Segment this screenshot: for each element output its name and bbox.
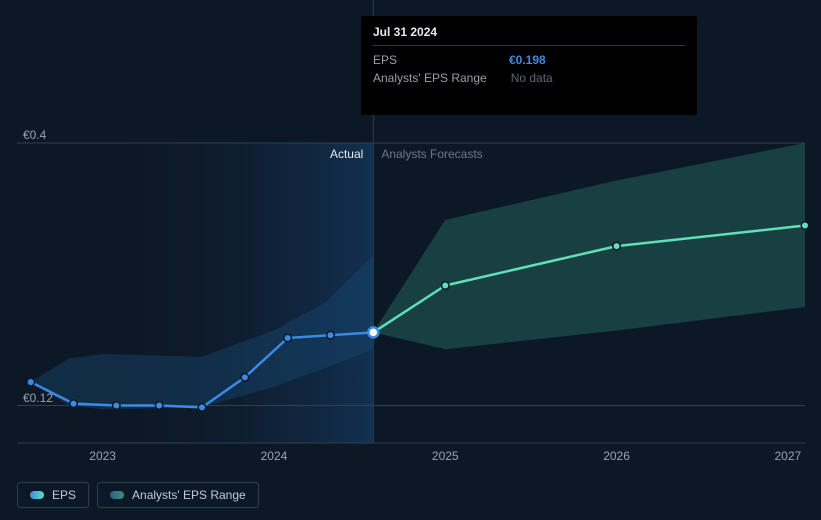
legend-swatch-icon [110,491,124,499]
legend-item[interactable]: EPS [17,482,89,508]
x-tick-label: 2025 [432,449,459,463]
x-tick-label: 2024 [261,449,288,463]
eps-chart: €0.4 €0.12 2023 2024 2025 2026 2027 Actual An… [0,0,821,520]
actual-label: Actual [303,147,363,161]
x-tick-label: 2027 [775,449,802,463]
tooltip-key-eps: EPS [373,52,485,69]
tooltip-date: Jul 31 2024 [373,24,685,41]
y-tick-label: €0.4 [23,128,46,142]
tooltip-key-range: Analysts' EPS Range [373,70,487,87]
tooltip-val-eps: €0.198 [509,52,546,69]
legend-label: EPS [52,488,76,502]
tooltip: Jul 31 2024 EPS €0.198 Analysts' EPS Ran… [361,16,697,115]
tooltip-divider [373,45,685,46]
legend-swatch-icon [30,491,44,499]
y-tick-label: €0.12 [23,391,53,405]
tooltip-val-range: No data [511,70,553,87]
forecast-label: Analysts Forecasts [381,147,482,161]
legend-label: Analysts' EPS Range [132,488,246,502]
x-tick-label: 2023 [89,449,116,463]
x-tick-label: 2026 [603,449,630,463]
legend: EPS Analysts' EPS Range [17,482,259,508]
legend-item[interactable]: Analysts' EPS Range [97,482,259,508]
